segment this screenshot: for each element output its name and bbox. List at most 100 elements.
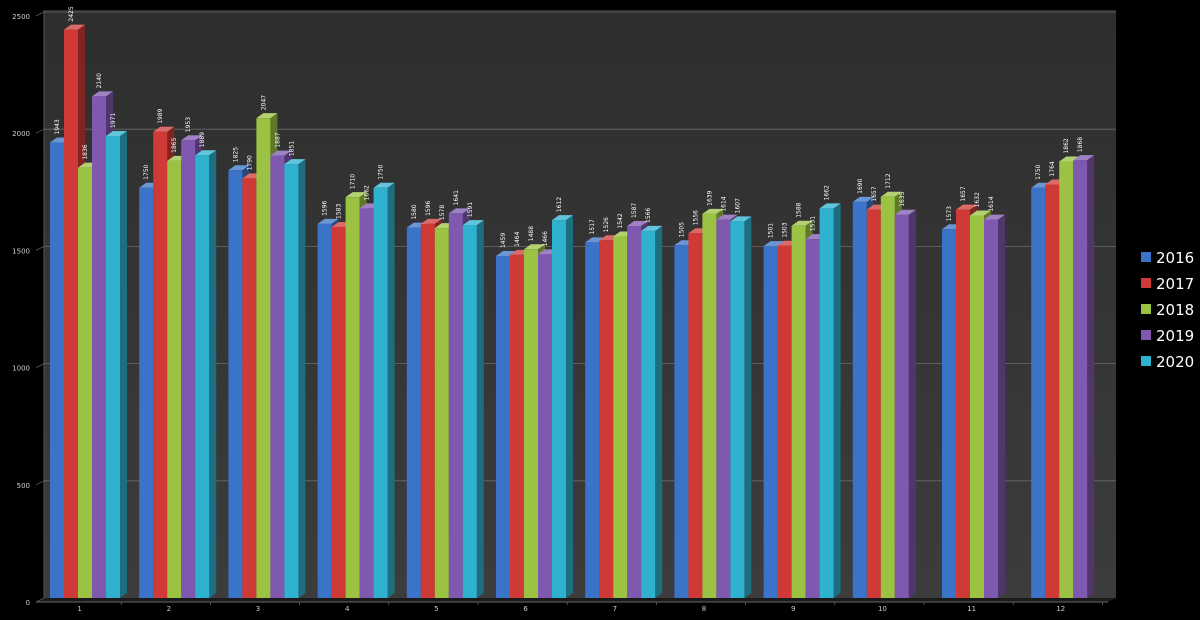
bar-2019-10 [894,209,916,599]
legend-item-2017[interactable]: 2017 [1141,275,1194,293]
legend[interactable]: 2016 2017 2018 2019 2020 [1141,249,1194,371]
x-tick-label: 5 [434,605,438,613]
value-label: 1657 [960,186,967,201]
value-label: 1580 [411,204,418,219]
x-tick-label: 6 [523,605,528,613]
y-tick-mark [35,480,45,486]
y-tick-mark [35,597,45,603]
value-label: 1517 [589,219,596,234]
bar-2020-1 [106,130,127,598]
value-label: 1614 [988,196,995,211]
value-label: 1989 [157,108,164,123]
value-label: 1614 [720,196,727,211]
x-tick-label: 2 [167,605,171,613]
y-tick-label: 0 [26,599,30,607]
value-label: 1632 [974,192,981,207]
value-label: 1573 [946,206,953,221]
y-tick-label: 1500 [12,247,30,255]
value-label: 1526 [603,217,610,232]
value-label: 1657 [871,186,878,201]
value-label: 1641 [453,190,460,205]
x-axis-ticks: 1 2 3 4 5 6 7 8 9 10 11 12 [77,602,1103,613]
floor [36,598,1116,602]
value-label: 1690 [857,178,864,193]
bar-2020-8 [730,216,752,598]
value-label: 1466 [542,231,549,246]
y-tick-mark [35,11,45,17]
x-tick-label: 12 [1056,605,1065,613]
bar-2020-4 [373,182,395,599]
value-label: 1639 [706,190,713,205]
legend-swatch [1141,304,1151,314]
x-tick-label: 11 [967,605,976,613]
value-label: 1862 [1063,138,1070,153]
plot-area [36,10,1116,603]
value-label: 1889 [199,132,206,147]
value-label: 1750 [143,164,150,179]
bar-2020-2 [195,150,217,599]
legend-label: 2017 [1156,275,1194,293]
value-label: 1851 [288,141,295,156]
value-label: 1591 [467,202,474,217]
legend-swatch [1141,252,1151,262]
x-tick-label: 1 [77,605,81,613]
y-tick-mark [35,363,45,368]
legend-item-2018[interactable]: 2018 [1141,301,1194,319]
value-label: 1587 [631,203,638,218]
value-label: 1971 [110,113,117,128]
value-label: 1825 [232,147,239,162]
value-label: 1607 [734,198,741,213]
value-label: 1662 [824,185,831,200]
value-label: 2047 [260,95,267,110]
x-tick-label: 3 [256,605,260,613]
value-label: 1596 [322,200,329,215]
gridlines [35,11,1116,603]
back-wall [44,10,1116,598]
legend-label: 2019 [1156,327,1194,345]
bar-2020-9 [819,203,841,599]
value-label: 1566 [645,207,652,222]
value-label: 1505 [678,222,685,237]
value-label: 1764 [1049,161,1056,176]
x-tick-label: 9 [791,605,795,613]
value-label: 1953 [185,117,192,132]
bar-2020-7 [641,225,663,598]
bar-2020-6 [552,215,573,598]
value-label: 1503 [782,222,789,237]
value-label: 1588 [796,202,803,217]
value-label: 1459 [500,233,507,248]
value-label: 1578 [439,205,446,220]
bar-2019-12 [1073,155,1095,598]
value-label: 1750 [1035,164,1042,179]
value-label: 2140 [96,73,103,88]
value-label: 1712 [885,173,892,188]
value-label: 1836 [82,144,89,159]
legend-label: 2016 [1156,249,1194,267]
bars [50,24,1095,599]
value-label: 1531 [810,216,817,231]
legend-item-2016[interactable]: 2016 [1141,249,1194,267]
y-tick-label: 2000 [12,130,30,138]
data-labels: 1943 2425 1836 2140 1971 1750 1989 1865 1953 1889… [54,6,1084,248]
legend-item-2019[interactable]: 2019 [1141,327,1194,345]
y-tick-mark [35,128,45,134]
value-label: 1887 [274,132,281,147]
value-label: 1583 [336,203,343,218]
value-label: 2425 [68,6,75,21]
legend-swatch [1141,330,1151,340]
legend-label: 2018 [1156,301,1194,319]
value-label: 1542 [617,213,624,228]
value-label: 1790 [246,155,253,170]
value-label: 1612 [556,197,563,212]
legend-label: 2020 [1156,353,1194,371]
y-axis-ticks: 0 500 1000 1500 2000 2500 [12,13,30,607]
legend-item-2020[interactable]: 2020 [1141,353,1194,371]
value-label: 1750 [378,164,385,179]
legend-swatch [1141,278,1151,288]
bar-2020-5 [462,220,484,599]
value-label: 1710 [350,174,357,189]
bar-2019-11 [984,214,1005,598]
y-tick-mark [35,246,45,251]
value-label: 1635 [899,191,906,206]
